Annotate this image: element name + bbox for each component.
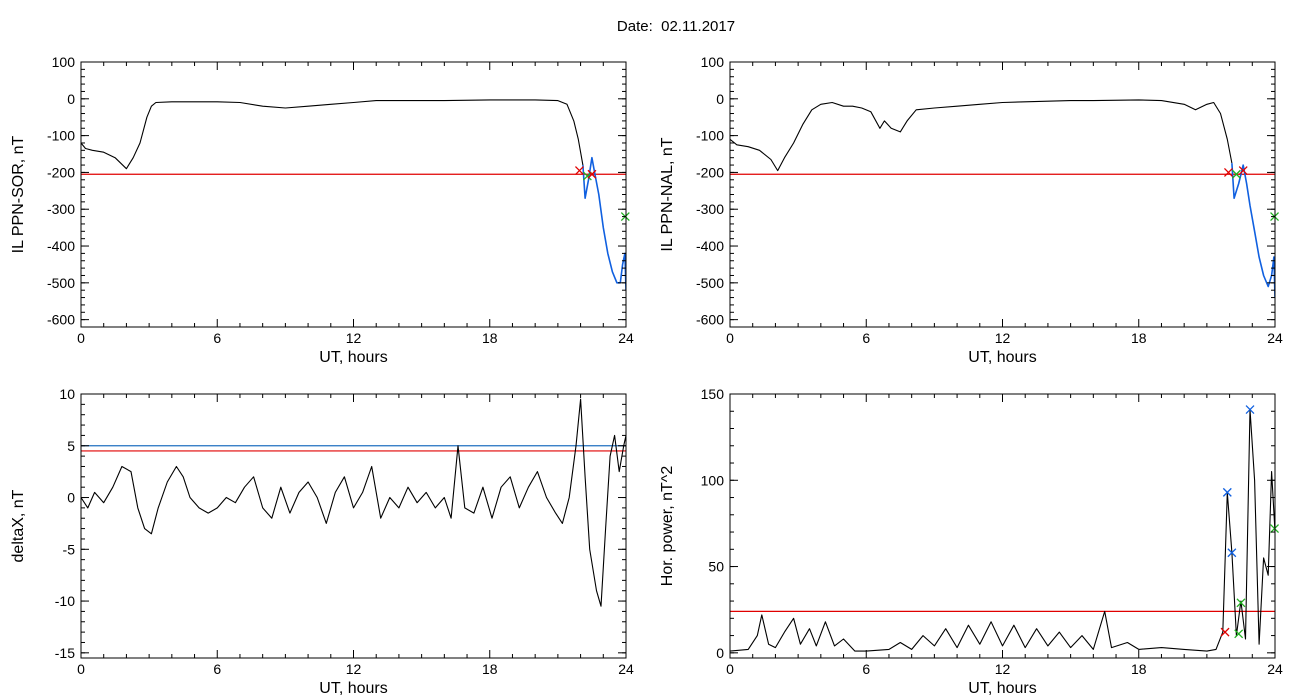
x-tick-label: 12 <box>346 661 362 677</box>
plot-frame <box>729 393 1276 659</box>
series-line-black <box>81 398 626 607</box>
x-axis-label: UT, hours <box>968 680 1036 697</box>
y-tick-label: 0 <box>67 490 75 506</box>
y-tick-label: 0 <box>716 645 724 661</box>
y-tick-label: -15 <box>55 645 75 661</box>
marker-stroke <box>1222 487 1232 497</box>
x-tick-label: 24 <box>1267 661 1283 677</box>
x-tick-label: 12 <box>995 661 1011 677</box>
y-tick-label: -200 <box>696 164 724 180</box>
series-line-blue <box>1231 163 1275 298</box>
plot-frame <box>80 393 627 659</box>
x-tick-label: 24 <box>618 661 634 677</box>
marker-cross-blue <box>1222 487 1232 497</box>
x-tick-label: 12 <box>346 330 362 346</box>
y-tick-label: 0 <box>67 91 75 107</box>
date-header: Date: 02.11.2017 <box>0 18 1300 35</box>
y-tick-label: -500 <box>696 275 724 291</box>
marker-stroke <box>1234 629 1244 639</box>
marker-stroke <box>1236 598 1246 608</box>
x-axis-label: UT, hours <box>319 349 387 366</box>
x-tick-label: 18 <box>482 661 498 677</box>
x-tick-label: 24 <box>618 330 634 346</box>
marker-cross-green <box>1234 629 1244 639</box>
x-tick-label: 18 <box>482 330 498 346</box>
y-tick-label: -400 <box>696 238 724 254</box>
y-tick-label: -10 <box>55 593 75 609</box>
y-tick-label: -100 <box>696 128 724 144</box>
panel-hor-power: 0 6 12 18 24 150 100 50 0 UT, hours Hor. power, nT… <box>659 386 1283 697</box>
series-line-black <box>81 99 584 170</box>
x-tick-label: 18 <box>1131 661 1147 677</box>
marker-stroke <box>1223 167 1233 177</box>
series-group <box>81 99 626 291</box>
marker-cross-red <box>1223 167 1233 177</box>
series-group <box>81 398 626 607</box>
x-tick-label: 24 <box>1267 330 1283 346</box>
y-axis-label: Hor. power, nT^2 <box>659 466 676 587</box>
marker-cross-red <box>1220 627 1230 637</box>
marker-stroke <box>1245 405 1255 414</box>
marker-stroke <box>587 169 597 179</box>
x-tick-label: 0 <box>77 661 85 677</box>
x-tick-label: 18 <box>1131 330 1147 346</box>
x-tick-label: 0 <box>77 330 85 346</box>
panel-il-nal: 0 6 12 18 24 100 0 -100 -200 -300 -400 -500 -600 UT, … <box>659 54 1283 366</box>
y-tick-label: -400 <box>47 238 75 254</box>
y-tick-label: -5 <box>63 541 76 557</box>
x-tick-label: 6 <box>213 661 221 677</box>
series-line-black <box>730 99 1233 172</box>
series-group <box>730 408 1275 652</box>
y-axis-label: IL PPN-SOR, nT <box>10 135 27 253</box>
y-tick-label: 150 <box>701 386 725 402</box>
series-group <box>730 99 1275 298</box>
marker-stroke <box>574 166 584 176</box>
x-axis-label: UT, hours <box>968 349 1036 366</box>
series-line-black <box>730 408 1275 652</box>
marker-stroke <box>1238 166 1248 176</box>
y-tick-label: -300 <box>47 201 75 217</box>
y-tick-label: -300 <box>696 201 724 217</box>
y-tick-label: 5 <box>67 438 75 454</box>
x-tick-label: 6 <box>862 330 870 346</box>
marker-stroke <box>1220 627 1230 637</box>
marker-cross-red <box>587 169 597 179</box>
y-tick-label: 0 <box>716 91 724 107</box>
y-tick-label: 50 <box>708 559 724 575</box>
y-tick-label: -500 <box>47 275 75 291</box>
y-tick-label: -200 <box>47 164 75 180</box>
marker-cross-blue <box>1227 548 1237 558</box>
x-tick-label: 6 <box>213 330 221 346</box>
marker-stroke <box>1227 548 1237 558</box>
panel-il-sor: 0 6 12 18 24 100 0 -100 -200 -300 -400 -500 -600 UT, … <box>10 54 634 366</box>
marker-cross-red <box>574 166 584 176</box>
marker-cross-blue <box>1245 405 1255 414</box>
y-tick-label: -600 <box>47 312 75 328</box>
x-tick-label: 12 <box>995 330 1011 346</box>
x-tick-label: 0 <box>726 661 734 677</box>
y-tick-label: 100 <box>52 54 76 70</box>
x-tick-label: 6 <box>862 661 870 677</box>
series-line-blue <box>582 156 626 291</box>
x-tick-label: 0 <box>726 330 734 346</box>
x-axis-label: UT, hours <box>319 680 387 697</box>
date-label: Date: <box>616 18 653 35</box>
marker-cross-green <box>1231 169 1241 179</box>
y-axis-label: deltaX, nT <box>10 489 27 562</box>
y-tick-label: 100 <box>701 54 725 70</box>
plot-frame <box>729 61 1276 328</box>
date-value: 02.11.2017 <box>661 18 736 35</box>
y-tick-label: 100 <box>701 472 725 488</box>
marker-stroke <box>1231 169 1241 179</box>
y-tick-label: 10 <box>59 386 75 402</box>
marker-cross-green <box>582 171 592 181</box>
panel-delta-x: 0 6 12 18 24 10 5 0 -5 -10 -15 UT, hours deltaX, nT <box>10 386 634 697</box>
y-tick-label: -100 <box>47 128 75 144</box>
marker-stroke <box>582 171 592 181</box>
y-axis-label: IL PPN-NAL, nT <box>659 137 676 251</box>
y-tick-label: -600 <box>696 312 724 328</box>
marker-cross-red <box>1238 166 1248 176</box>
marker-cross-green <box>1236 598 1246 608</box>
